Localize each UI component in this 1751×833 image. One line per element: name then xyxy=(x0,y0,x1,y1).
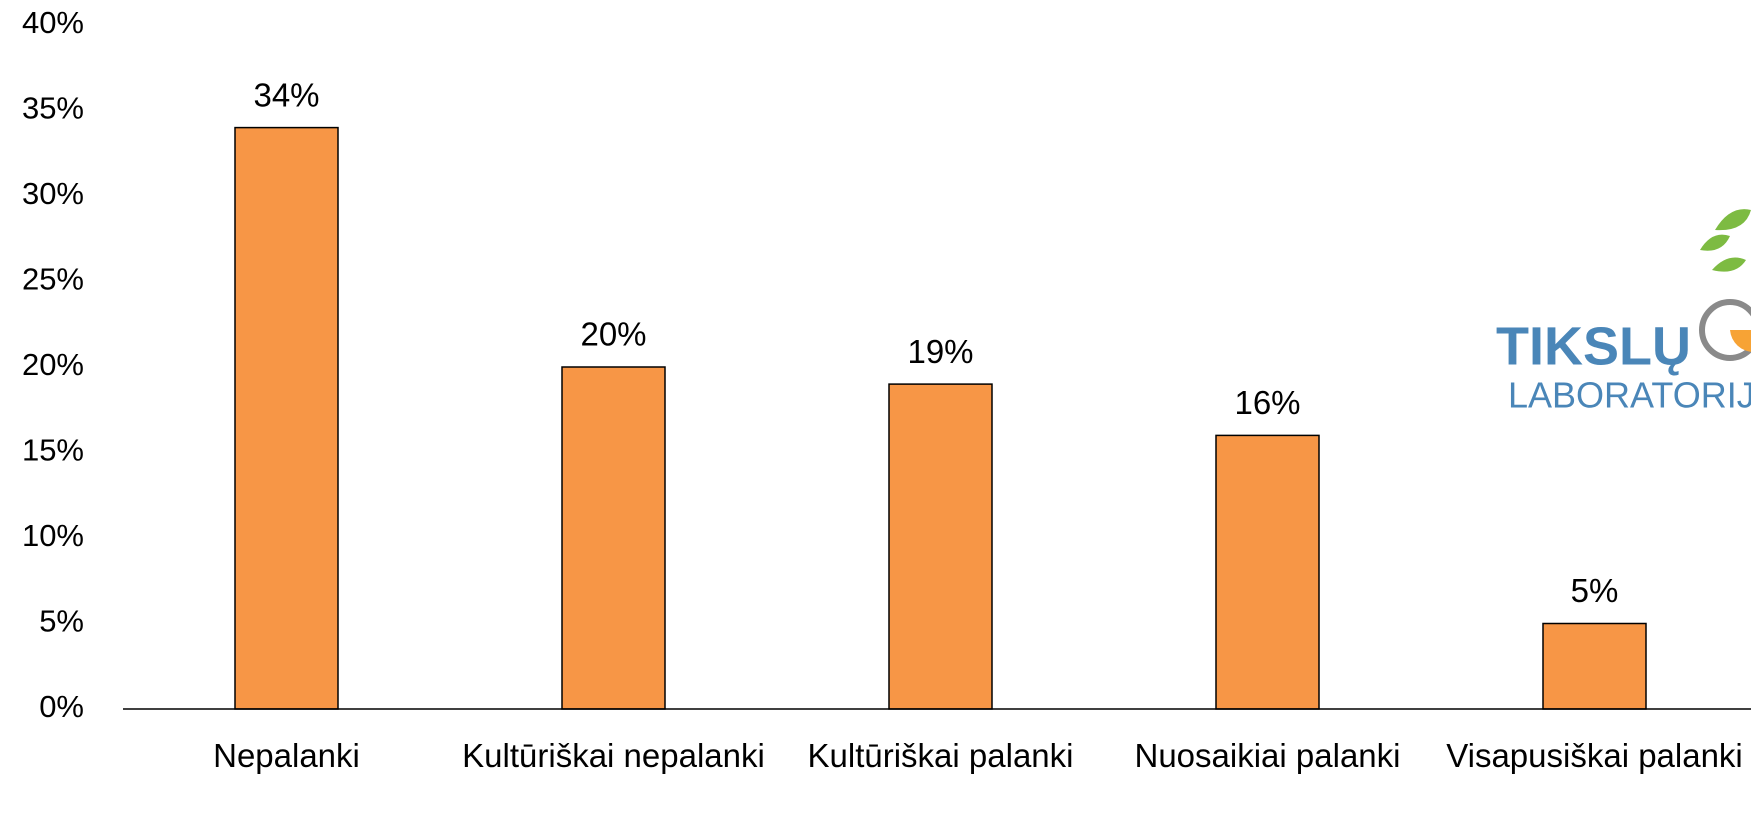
data-label: 5% xyxy=(1571,572,1619,609)
data-label: 20% xyxy=(580,316,646,353)
logo-flask xyxy=(1699,299,1751,361)
y-tick-label: 15% xyxy=(22,433,84,468)
x-tick-label: Visapusiškai palanki xyxy=(1446,737,1743,774)
data-label: 19% xyxy=(907,333,973,370)
y-tick-label: 5% xyxy=(39,604,84,639)
logo-text: LABORATORIJA xyxy=(1508,375,1751,416)
logo: TIKSLŲ LABORATORIJA xyxy=(1496,209,1751,416)
logo-leaves xyxy=(1700,209,1751,272)
bar xyxy=(1215,434,1320,710)
bar xyxy=(234,126,339,710)
data-label: 34% xyxy=(253,76,319,113)
x-tick-label: Kultūriškai nepalanki xyxy=(462,737,765,774)
y-tick-label: 30% xyxy=(22,176,84,211)
logo-text: TIKSLŲ xyxy=(1496,316,1691,376)
y-tick-label: 40% xyxy=(22,5,84,40)
y-tick-label: 20% xyxy=(22,347,84,382)
x-tick-label: Kultūriškai palanki xyxy=(807,737,1074,774)
x-tick-label: Nuosaikiai palanki xyxy=(1134,737,1401,774)
data-label: 16% xyxy=(1234,384,1300,421)
y-tick-label: 10% xyxy=(22,518,84,553)
y-tick-label: 35% xyxy=(22,91,84,126)
y-tick-label: 25% xyxy=(22,262,84,297)
bar xyxy=(888,383,993,710)
logo-liquid xyxy=(1730,330,1751,352)
y-tick-label: 0% xyxy=(39,689,84,724)
x-tick-label: Nepalanki xyxy=(213,737,360,774)
bar xyxy=(1542,622,1647,710)
bar xyxy=(561,366,666,710)
